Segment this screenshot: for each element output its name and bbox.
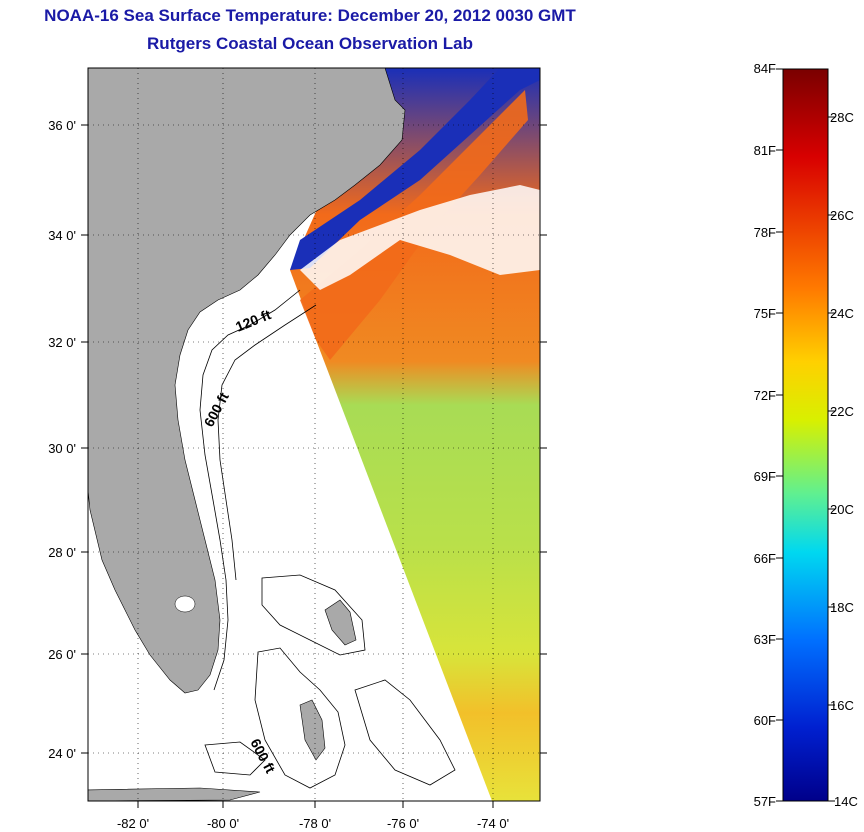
lon-label: -82 0': [117, 816, 149, 831]
lat-label: 28 0': [48, 545, 76, 560]
colorbar-label-f: 75F: [754, 306, 776, 321]
colorbar-label-c: 20C: [830, 502, 854, 517]
colorbar-label-c: 22C: [830, 404, 854, 419]
chart-subtitle: Rutgers Coastal Ocean Observation Lab: [147, 34, 473, 53]
colorbar-label-c: 14C: [834, 794, 858, 809]
lon-label: -78 0': [299, 816, 331, 831]
lon-label: -74 0': [477, 816, 509, 831]
colorbar-label-f: 81F: [754, 143, 776, 158]
cold-water-region: [290, 68, 540, 270]
colorbar-label-c: 16C: [830, 698, 854, 713]
lake-okeechobee: [174, 595, 196, 613]
colorbar: [782, 68, 829, 802]
lat-label: 26 0': [48, 647, 76, 662]
bathymetry-contours: [199, 289, 456, 789]
colorbar-label-f: 84F: [754, 61, 776, 76]
colorbar-label-f: 78F: [754, 225, 776, 240]
colorbar-label-f: 57F: [754, 794, 776, 809]
lon-label: -76 0': [387, 816, 419, 831]
lat-label: 24 0': [48, 746, 76, 761]
colorbar-label-f: 63F: [754, 632, 776, 647]
colorbar-ticks: [776, 68, 835, 802]
colorbar-label-f: 60F: [754, 713, 776, 728]
colorbar-label-c: 28C: [830, 110, 854, 125]
lat-label: 34 0': [48, 228, 76, 243]
colorbar-label-c: 18C: [830, 600, 854, 615]
colorbar-label-f: 72F: [754, 388, 776, 403]
chart-title: NOAA-16 Sea Surface Temperature: Decembe…: [44, 6, 576, 25]
lat-label: 30 0': [48, 441, 76, 456]
lon-label: -80 0': [207, 816, 239, 831]
colorbar-label-c: 26C: [830, 208, 854, 223]
colorbar-label-c: 24C: [830, 306, 854, 321]
lat-label: 32 0': [48, 335, 76, 350]
lat-label: 36 0': [48, 118, 76, 133]
colorbar-label-f: 66F: [754, 551, 776, 566]
graticule: [88, 68, 540, 801]
colorbar-label-f: 69F: [754, 469, 776, 484]
bahamas-islands: [88, 599, 357, 801]
cloud-mask-region: [300, 185, 540, 290]
axis-ticks: [81, 124, 547, 808]
land-mass: [88, 68, 406, 694]
